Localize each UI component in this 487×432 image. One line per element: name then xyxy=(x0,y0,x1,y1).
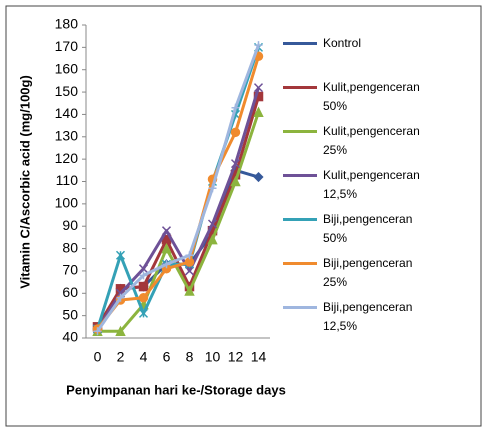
marker xyxy=(253,106,264,117)
x-tick-label: 12 xyxy=(228,349,244,365)
legend-label: Biji,pengenceran 50% xyxy=(323,212,413,245)
x-tick-label: 14 xyxy=(251,349,267,365)
series-line xyxy=(96,44,260,333)
marker xyxy=(161,226,172,236)
legend-swatch xyxy=(283,42,317,45)
y-tick-label: 110 xyxy=(56,172,79,188)
marker xyxy=(231,103,240,112)
x-axis-label: Penyimpanan hari ke-/Storage days xyxy=(66,382,286,397)
x-tick-label: 10 xyxy=(205,349,221,365)
marker xyxy=(254,41,263,50)
series-line xyxy=(97,111,260,333)
legend-label: Kontrol xyxy=(323,36,362,50)
y-tick-label: 160 xyxy=(55,60,79,76)
frame-border xyxy=(5,5,482,427)
y-tick-label: 180 xyxy=(55,16,79,32)
marker xyxy=(93,327,102,336)
y-tick-label: 50 xyxy=(62,306,78,322)
marker xyxy=(138,308,149,318)
marker xyxy=(207,233,218,245)
legend-swatch xyxy=(283,174,317,177)
marker xyxy=(138,264,149,274)
x-tick-label: 4 xyxy=(140,349,148,365)
marker xyxy=(115,250,126,260)
x-tick-label: 2 xyxy=(117,349,125,365)
legend-label: Biji,pengenceran 25% xyxy=(323,256,413,289)
y-tick-label: 40 xyxy=(62,329,78,345)
y-tick-label: 140 xyxy=(55,105,79,121)
y-tick-label: 80 xyxy=(62,239,78,255)
y-tick-label: 150 xyxy=(55,83,79,99)
y-tick-label: 120 xyxy=(55,150,79,166)
marker xyxy=(253,171,264,183)
legend-label: Biji,pengenceran 12,5% xyxy=(323,300,413,333)
x-tick-label: 0 xyxy=(94,349,102,365)
y-tick-label: 100 xyxy=(55,195,79,211)
x-tick-label: 8 xyxy=(186,349,194,365)
marker xyxy=(116,293,125,302)
marker xyxy=(138,293,149,303)
marker xyxy=(253,83,264,93)
marker xyxy=(139,271,148,280)
marker xyxy=(138,281,149,292)
legend-swatch xyxy=(283,306,317,309)
marker xyxy=(162,260,171,269)
marker xyxy=(115,325,126,337)
y-axis-label: Vitamin C/Ascorbic acid (mg/100g) xyxy=(17,75,32,289)
legend-label: Kulit,pengenceran 50% xyxy=(323,80,420,113)
legend-label: Kulit,pengenceran 25% xyxy=(323,124,420,157)
legend-label: Kulit,pengenceran 12,5% xyxy=(323,168,420,201)
marker xyxy=(185,251,194,260)
marker xyxy=(230,159,241,169)
y-tick-label: 90 xyxy=(62,217,78,233)
y-tick-label: 70 xyxy=(62,262,78,278)
legend-swatch xyxy=(283,262,317,265)
marker xyxy=(230,127,241,138)
marker xyxy=(207,219,218,229)
legend-swatch xyxy=(283,86,317,89)
marker xyxy=(184,266,195,276)
y-tick-label: 60 xyxy=(62,284,78,300)
y-tick-label: 170 xyxy=(55,38,79,54)
marker xyxy=(184,285,195,296)
legend-swatch xyxy=(283,130,317,133)
y-tick-label: 130 xyxy=(55,127,79,143)
marker xyxy=(208,184,217,193)
legend-swatch xyxy=(283,218,317,221)
marker xyxy=(230,175,241,187)
x-tick-label: 6 xyxy=(163,349,171,365)
marker xyxy=(161,242,172,254)
